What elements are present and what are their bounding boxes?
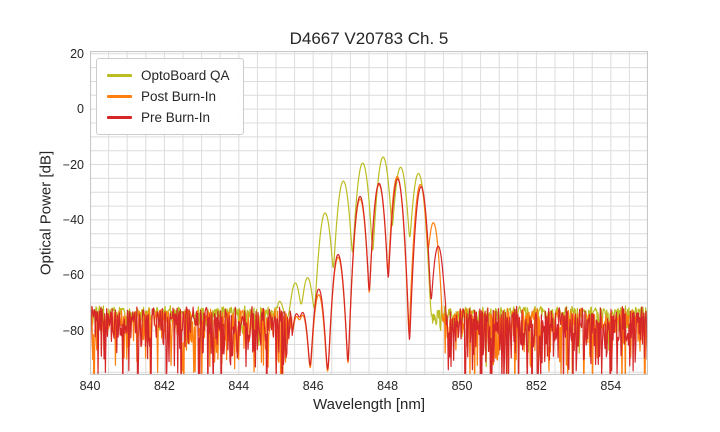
y-tick-label: −80 xyxy=(62,323,84,338)
x-tick-label: 840 xyxy=(79,379,101,393)
legend-item: OptoBoard QA xyxy=(107,65,235,86)
y-tick-label: −20 xyxy=(62,157,84,172)
y-tick-label: 0 xyxy=(77,102,84,117)
legend-item: Pre Burn-In xyxy=(107,107,235,128)
axes-frame xyxy=(90,51,648,375)
legend-item-label: OptoBoard QA xyxy=(141,68,230,83)
x-tick-label: 846 xyxy=(302,379,324,393)
x-tick-label: 852 xyxy=(525,379,547,393)
legend-item-label: Pre Burn-In xyxy=(141,110,211,125)
plot-title: D4667 V20783 Ch. 5 xyxy=(289,29,449,48)
x-tick-label: 842 xyxy=(153,379,175,393)
legend-item-label: Post Burn-In xyxy=(141,89,217,104)
legend: OptoBoard QA Post Burn-In Pre Burn-In xyxy=(96,58,244,135)
y-tick-label: 20 xyxy=(70,46,84,61)
x-tick-label: 850 xyxy=(451,379,473,393)
y-tick-label: −60 xyxy=(62,268,84,283)
legend-item: Post Burn-In xyxy=(107,86,235,107)
legend-line-sample xyxy=(107,74,132,77)
x-tick-label: 848 xyxy=(377,379,399,393)
x-axis-label: Wavelength [nm] xyxy=(313,396,425,413)
legend-line-sample xyxy=(107,95,132,98)
series-line-pre-burn-in xyxy=(90,178,648,375)
x-tick-label: 854 xyxy=(600,379,622,393)
legend-line-sample xyxy=(107,116,132,119)
y-axis-label: Optical Power [dB] xyxy=(37,150,55,276)
y-tick-label: −40 xyxy=(62,212,84,227)
plot-area xyxy=(90,51,648,375)
x-tick-label: 844 xyxy=(228,379,250,393)
